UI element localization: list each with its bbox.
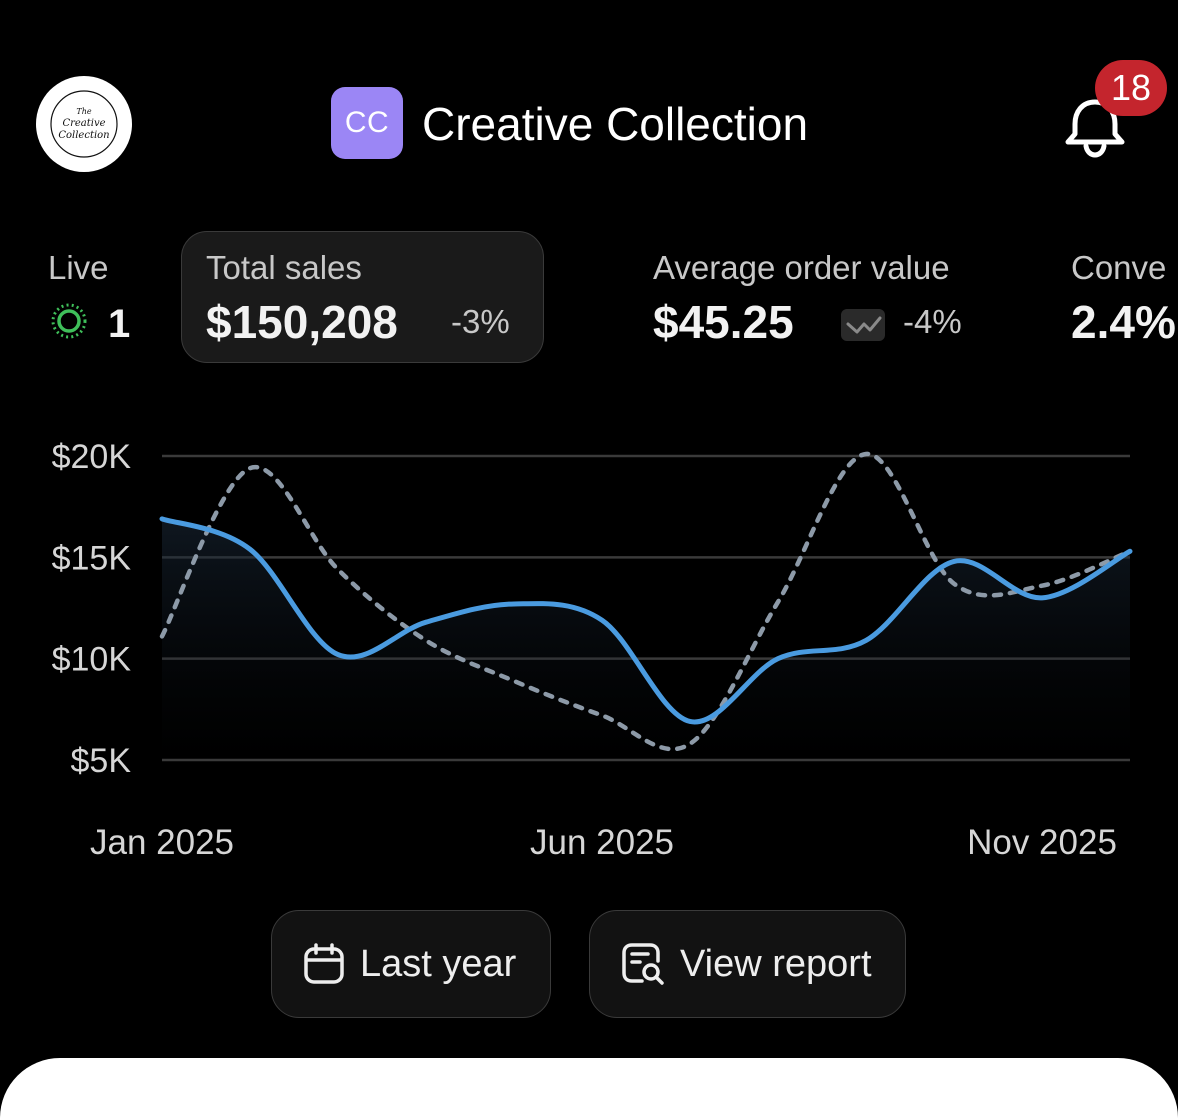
store-name[interactable]: Creative Collection	[422, 98, 809, 150]
total-sales-label: Total sales	[206, 249, 362, 286]
svg-text:Creative: Creative	[62, 118, 105, 129]
calendar-icon	[304, 943, 344, 984]
y-tick-label: $5K	[71, 742, 132, 780]
conversion-rate-value: 2.4%	[1071, 296, 1176, 348]
x-axis-labels: Jan 2025 Jun 2025 Nov 2025	[90, 823, 1117, 862]
live-label: Live	[48, 249, 109, 286]
store-initials-badge[interactable]: CC	[331, 87, 403, 159]
conversion-rate-label[interactable]: Conve	[1071, 249, 1167, 286]
current-series-area	[162, 518, 1130, 760]
y-tick-label: $10K	[52, 641, 132, 679]
date-range-button[interactable]: Last year	[271, 910, 551, 1018]
total-sales-card[interactable]	[181, 231, 544, 363]
view-report-button[interactable]: View report	[589, 910, 906, 1018]
x-tick-label: Nov 2025	[967, 823, 1117, 862]
svg-text:Collection: Collection	[58, 130, 109, 141]
date-range-label: Last year	[360, 942, 517, 985]
live-visitor-count: 1	[108, 302, 131, 346]
comparison-series-line	[159, 451, 1133, 752]
trend-icon	[841, 309, 885, 341]
y-axis-labels: $20K $15K $10K $5K	[52, 438, 132, 780]
view-report-label: View report	[680, 942, 872, 985]
svg-text:The: The	[76, 107, 91, 116]
average-order-value-label[interactable]: Average order value	[653, 249, 950, 286]
x-tick-label: Jan 2025	[90, 823, 234, 862]
metrics-strip[interactable]: Live 1 Total sales $150,208 -3% Average …	[0, 228, 1178, 368]
store-logo-image: The Creative Collection	[50, 90, 118, 158]
average-order-value-value: $45.25	[653, 296, 794, 348]
notification-count-badge: 18	[1095, 60, 1167, 116]
live-indicator-icon	[51, 303, 87, 339]
y-tick-label: $15K	[52, 539, 132, 577]
current-series-line	[159, 516, 1133, 725]
comparison-series-point	[336, 567, 340, 571]
total-sales-value: $150,208	[206, 296, 398, 348]
average-order-value-change: -4%	[903, 303, 962, 340]
sales-line-chart[interactable]: $20K $15K $10K $5K Jan 2025 Jun 2025 Nov 2025	[0, 420, 1178, 870]
bottom-sheet[interactable]	[0, 1058, 1178, 1118]
y-tick-label: $20K	[52, 438, 132, 476]
x-tick-label: Jun 2025	[530, 823, 674, 862]
report-search-icon	[622, 943, 664, 985]
total-sales-change: -3%	[451, 303, 510, 340]
store-logo[interactable]: The Creative Collection	[36, 76, 132, 172]
